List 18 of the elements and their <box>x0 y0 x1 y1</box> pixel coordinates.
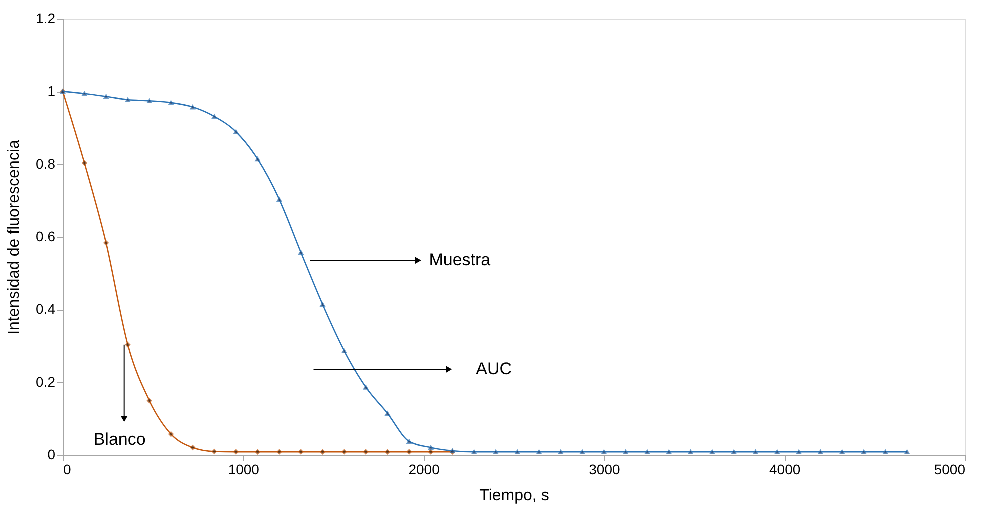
annotation: AUC <box>476 360 512 379</box>
y-tick-label: 1 <box>48 83 56 100</box>
x-tick-label: 3000 <box>589 462 620 478</box>
annotation: Blanco <box>94 430 146 450</box>
x-tick-label: 1000 <box>228 462 260 478</box>
y-tick-label: 0.6 <box>36 228 56 244</box>
y-tick-label: 1.2 <box>36 10 56 26</box>
x-tick-label: 2000 <box>408 462 440 478</box>
x-tick-label: 5000 <box>934 462 966 478</box>
y-tick-label: 0.8 <box>36 156 56 172</box>
annotation: Muestra <box>429 250 492 270</box>
y-tick-label: 0.4 <box>36 301 56 318</box>
y-tick-label: 0 <box>48 446 56 462</box>
y-axis-title: Intensidad de fluorescencia <box>6 140 24 335</box>
x-tick-label: 4000 <box>770 462 801 478</box>
x-tick-label: 0 <box>64 462 72 478</box>
x-axis-title: Tiempo, s <box>480 488 550 504</box>
y-tick-label: 0.2 <box>36 374 56 390</box>
